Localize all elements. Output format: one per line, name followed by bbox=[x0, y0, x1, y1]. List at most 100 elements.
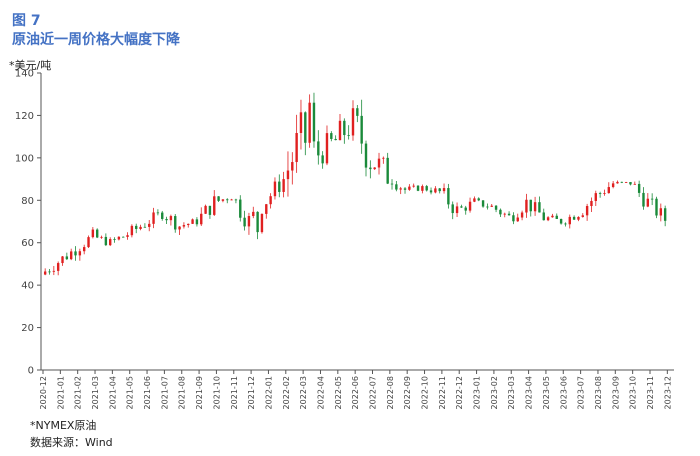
x-tick-label: 2021-01 bbox=[56, 376, 65, 409]
figure-number: 图 7 bbox=[12, 13, 41, 29]
candle-body bbox=[304, 112, 307, 143]
candle-body bbox=[642, 192, 645, 207]
x-tick-label: 2023-11 bbox=[646, 376, 655, 409]
candle-body bbox=[460, 206, 463, 208]
candle-body bbox=[334, 138, 337, 141]
candle-body bbox=[130, 225, 134, 236]
candle-body bbox=[646, 198, 650, 207]
candle-body bbox=[343, 120, 346, 136]
candle-body bbox=[607, 187, 610, 194]
x-tick-label: 2022-09 bbox=[403, 376, 412, 409]
candle-body bbox=[473, 198, 476, 202]
candle-body bbox=[217, 196, 220, 201]
candle-body bbox=[533, 202, 537, 212]
data-source: 数据来源：Wind bbox=[30, 436, 113, 449]
candle-body bbox=[425, 186, 428, 191]
candle-body bbox=[82, 247, 86, 252]
x-tick-label: 2023-10 bbox=[629, 376, 638, 409]
candle-body bbox=[603, 193, 606, 194]
candle-body bbox=[247, 216, 251, 227]
x-tick-label: 2022-06 bbox=[351, 376, 360, 409]
x-tick-label: 2023-04 bbox=[525, 376, 534, 409]
candle-body bbox=[61, 256, 64, 264]
x-tick-label: 2022-02 bbox=[282, 376, 291, 409]
candle-body bbox=[499, 209, 502, 215]
candle-body bbox=[416, 185, 420, 191]
x-tick-label: 2022-05 bbox=[334, 376, 343, 409]
candle-body bbox=[494, 205, 498, 210]
candle-body bbox=[611, 183, 615, 188]
candle-body bbox=[321, 155, 324, 164]
candle-body bbox=[590, 200, 593, 207]
candle-body bbox=[148, 223, 151, 227]
candle-body bbox=[516, 217, 519, 222]
x-tick-label: 2023-12 bbox=[663, 376, 672, 409]
candle-body bbox=[156, 212, 160, 214]
y-axis: 0 20 40 60 80 100 120 140 bbox=[15, 69, 42, 377]
candle-body bbox=[204, 205, 207, 214]
candle-body bbox=[490, 205, 493, 207]
candle-body bbox=[637, 183, 641, 193]
y-tick-label: 0 bbox=[28, 366, 34, 377]
x-tick-label: 2022-03 bbox=[299, 376, 308, 409]
candle-body bbox=[174, 216, 177, 230]
x-tick-label: 2021-03 bbox=[91, 376, 100, 409]
candle-body bbox=[286, 170, 290, 180]
candle-body bbox=[538, 202, 541, 213]
y-tick-label: 80 bbox=[21, 196, 34, 207]
candle-body bbox=[360, 115, 363, 144]
candle-body bbox=[208, 205, 212, 215]
x-tick-label: 2023-02 bbox=[490, 376, 499, 409]
candle-body bbox=[213, 196, 216, 215]
x-tick-label: 2022-07 bbox=[369, 376, 378, 409]
candle-body bbox=[655, 198, 658, 216]
candle-body bbox=[135, 225, 138, 229]
candle-body bbox=[382, 157, 385, 159]
candle-body bbox=[598, 193, 602, 194]
candle-body bbox=[351, 108, 355, 136]
candle-body bbox=[438, 188, 441, 192]
candle-body bbox=[629, 182, 632, 185]
candle-body bbox=[525, 199, 528, 213]
candle-body bbox=[577, 216, 580, 220]
candle-body bbox=[338, 120, 342, 141]
candle-body bbox=[182, 225, 186, 227]
x-tick-label: 2022-10 bbox=[421, 376, 430, 409]
x-tick-label: 2021-11 bbox=[230, 376, 239, 409]
candle-body bbox=[581, 215, 584, 217]
y-axis-unit-label: *美元/吨 bbox=[9, 59, 52, 72]
candle-body bbox=[403, 188, 407, 190]
y-tick-label: 60 bbox=[21, 238, 34, 249]
candle-body bbox=[312, 102, 316, 142]
candle-body bbox=[442, 188, 446, 192]
candle-body bbox=[65, 256, 69, 260]
candle-body bbox=[109, 239, 112, 246]
candle-body bbox=[78, 251, 82, 256]
candle-body bbox=[74, 251, 77, 256]
candle-body bbox=[434, 188, 437, 193]
candle-body bbox=[139, 226, 142, 229]
candle-body bbox=[48, 271, 51, 273]
candle-body bbox=[256, 211, 259, 233]
x-tick-label: 2021-02 bbox=[74, 376, 83, 409]
candle-body bbox=[559, 218, 563, 224]
candles bbox=[43, 92, 667, 276]
candle-body bbox=[126, 235, 129, 237]
candle-body bbox=[663, 208, 667, 221]
candle-body bbox=[325, 133, 329, 164]
x-tick-label: 2021-06 bbox=[143, 376, 152, 409]
x-tick-label: 2023-03 bbox=[507, 376, 516, 409]
candle-body bbox=[43, 271, 47, 275]
candle-body bbox=[117, 236, 121, 240]
candle-body bbox=[152, 212, 155, 224]
candle-body bbox=[191, 219, 194, 224]
candle-body bbox=[100, 236, 103, 238]
candle-body bbox=[377, 158, 381, 168]
candle-body bbox=[317, 141, 320, 156]
x-tick-label: 2023-06 bbox=[559, 376, 568, 409]
candle-body bbox=[447, 188, 450, 205]
candle-body bbox=[659, 208, 663, 216]
x-tick-label: 2022-01 bbox=[264, 376, 273, 409]
candle-body bbox=[56, 263, 60, 271]
